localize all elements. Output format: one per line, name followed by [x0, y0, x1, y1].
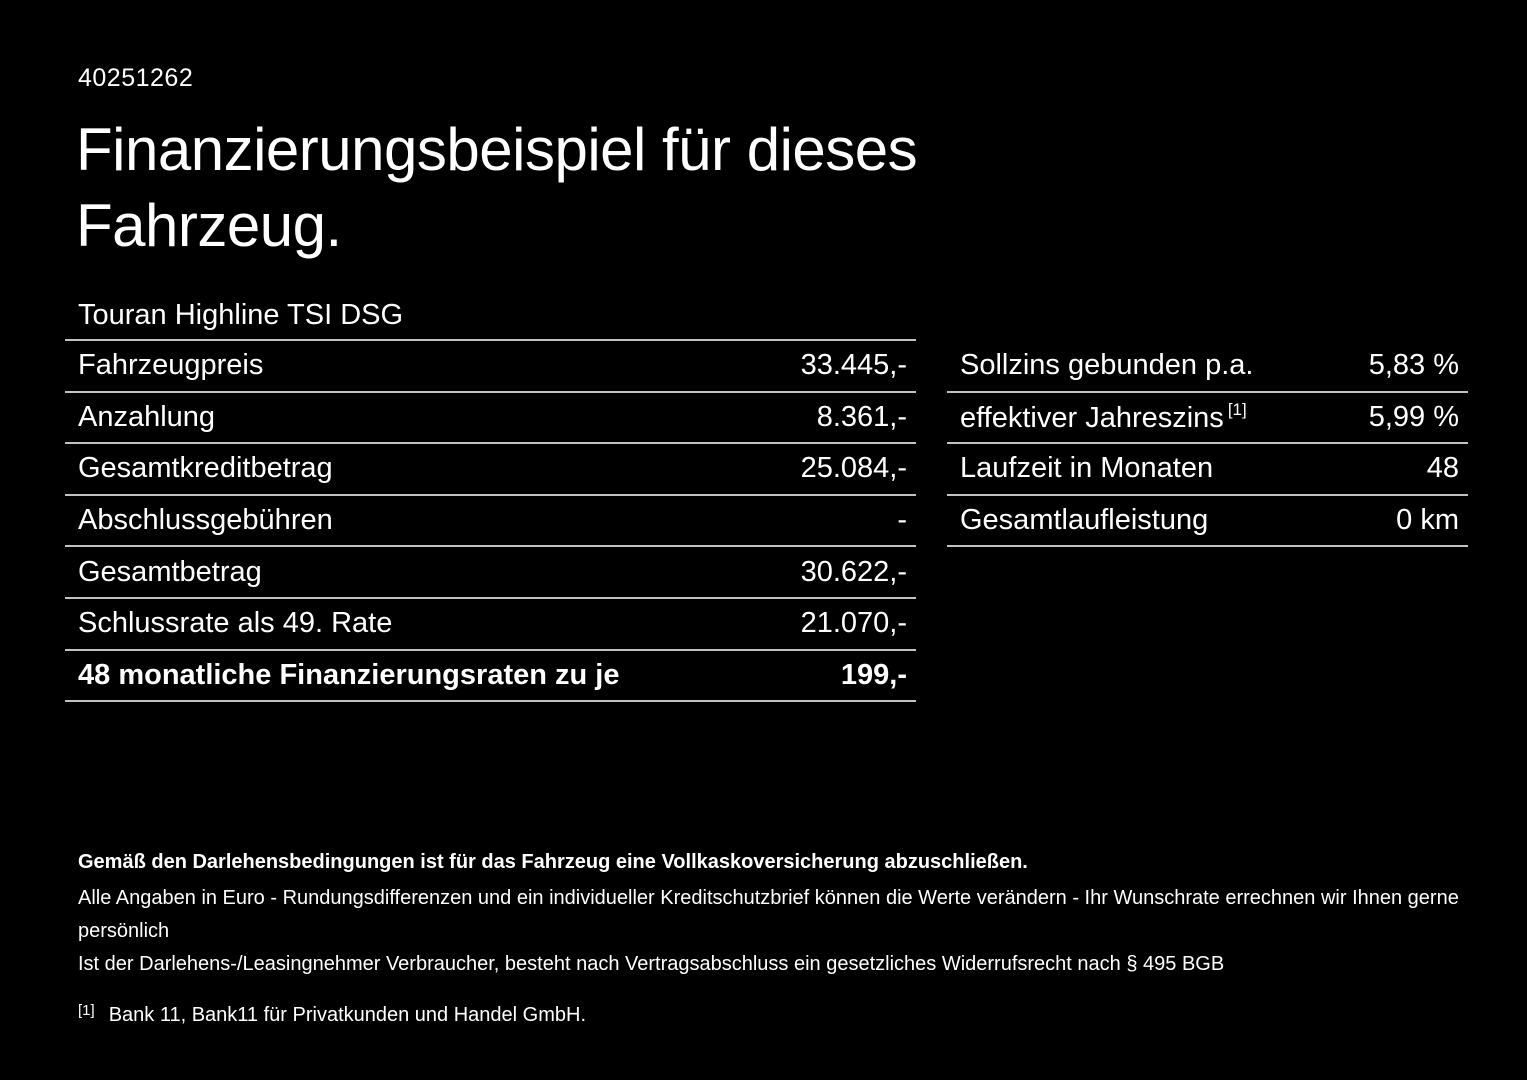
row-label: Laufzeit in Monaten: [960, 452, 1214, 485]
row-value: 5,83 %: [1368, 349, 1459, 382]
table-row: Gesamtbetrag 30.622,-: [65, 547, 916, 599]
row-label: Sollzins gebunden p.a.: [960, 349, 1254, 382]
disclaimer-line-2: Ist der Darlehens-/Leasingnehmer Verbrau…: [78, 953, 1225, 975]
interest-terms-table: Sollzins gebunden p.a. 5,83 % effektiver…: [947, 341, 1468, 548]
insurance-note: Gemäß den Darlehensbedingungen ist für d…: [78, 851, 1028, 873]
row-label: Schlussrate als 49. Rate: [78, 607, 393, 640]
footnote-text: Bank 11, Bank11 für Privatkunden und Han…: [108, 1004, 587, 1026]
row-label: Gesamtlaufleistung: [960, 504, 1209, 537]
row-label-text: effektiver Jahreszins: [960, 401, 1224, 434]
table-row: Fahrzeugpreis 33.445,-: [65, 341, 916, 393]
row-value: 0 km: [1396, 504, 1459, 537]
row-value: 5,99 %: [1368, 400, 1459, 433]
row-label: Gesamtbetrag: [78, 555, 262, 588]
row-value: 21.070,-: [800, 607, 907, 640]
page-title: Finanzierungsbeispiel für dieses Fahrzeu…: [76, 116, 918, 259]
bank-footnote: [1] Bank 11, Bank11 für Privatkunden und …: [78, 994, 1468, 1032]
row-label: Anzahlung: [78, 400, 216, 433]
row-value: 199,-: [840, 658, 907, 691]
table-row: effektiver Jahreszins [1] 5,99 %: [947, 393, 1468, 445]
table-row: Laufzeit in Monaten 48: [947, 444, 1468, 496]
row-value: -: [897, 504, 907, 537]
table-row: Abschlussgebühren -: [65, 496, 916, 548]
table-row: Gesamtkreditbetrag 25.084,-: [65, 444, 916, 496]
table-row: Anzahlung 8.361,-: [65, 393, 916, 445]
table-row: Schlussrate als 49. Rate 21.070,-: [65, 599, 916, 651]
monthly-rate-row: 48 monatliche Finanzierungsraten zu je 1…: [65, 651, 916, 703]
footnote-marker: [1]: [78, 1002, 95, 1019]
row-value: 8.361,-: [816, 400, 907, 433]
row-label: 48 monatliche Finanzierungsraten zu je: [78, 658, 620, 691]
row-label: Gesamtkreditbetrag: [78, 452, 333, 485]
table-row: Sollzins gebunden p.a. 5,83 %: [947, 341, 1468, 393]
vehicle-name-row: Touran Highline TSI DSG: [65, 292, 916, 341]
row-value: 25.084,-: [800, 452, 907, 485]
disclaimer-line-1: Alle Angaben in Euro - Rundungsdifferenz…: [78, 887, 1459, 942]
financing-details-table: Touran Highline TSI DSG Fahrzeugpreis 33…: [65, 292, 916, 703]
row-label: Fahrzeugpreis: [78, 349, 264, 382]
row-value: 33.445,-: [800, 349, 907, 382]
row-label: Abschlussgebühren: [78, 504, 333, 537]
document-id: 40251262: [78, 64, 194, 92]
row-label: effektiver Jahreszins [1]: [960, 400, 1247, 435]
vehicle-name: Touran Highline TSI DSG: [78, 299, 404, 331]
row-value: 30.622,-: [800, 555, 907, 588]
footer-disclaimers: Gemäß den Darlehensbedingungen ist für d…: [78, 846, 1468, 1032]
footnote-reference: [1]: [1227, 399, 1247, 419]
table-row: Gesamtlaufleistung 0 km: [947, 496, 1468, 548]
row-value: 48: [1426, 452, 1459, 485]
